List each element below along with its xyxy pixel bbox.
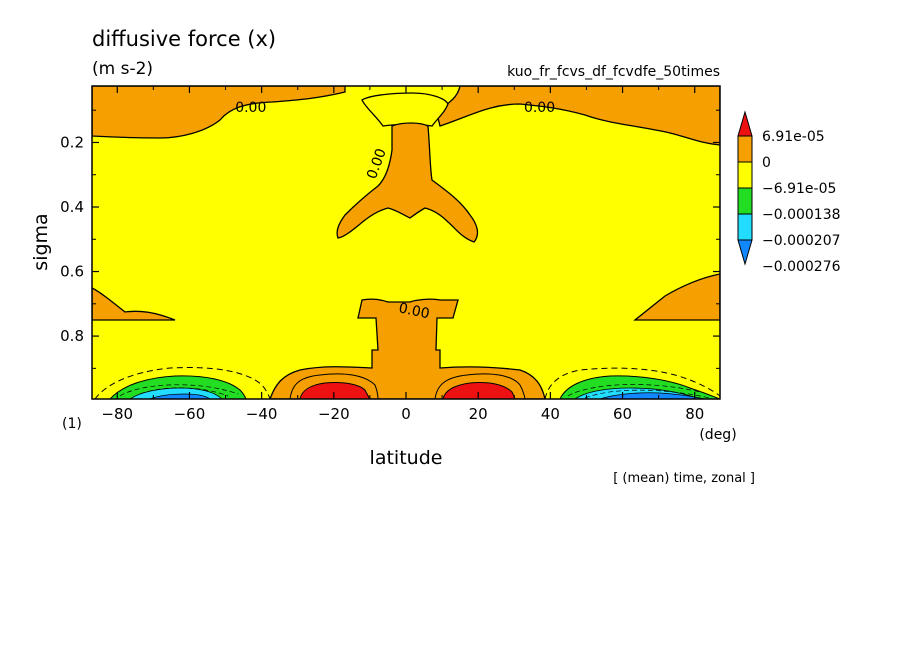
x-tick-label: −40 bbox=[246, 405, 278, 423]
maximum-contour-southern bbox=[289, 373, 379, 399]
southern-dashed-outer bbox=[94, 367, 271, 399]
time-note: [ (mean) time, zonal ] bbox=[613, 471, 755, 486]
x-tick-label: 60 bbox=[613, 405, 632, 423]
colorbar-bin bbox=[737, 110, 753, 137]
y-tick-label: 0.8 bbox=[60, 327, 84, 345]
chart-title: diffusive force (x) bbox=[92, 27, 276, 51]
colorbar-label: −6.91e-05 bbox=[762, 181, 836, 197]
colorbar-bin bbox=[737, 187, 753, 215]
units-label: (m s-2) bbox=[92, 59, 153, 79]
y-axis: 0.2 0.4 0.6 0.8 bbox=[60, 109, 720, 369]
x-tick-label: 40 bbox=[541, 405, 560, 423]
central-upper-positive-region bbox=[336, 122, 479, 243]
northern-dashed-outer bbox=[544, 367, 720, 399]
top-center-yellow-gap bbox=[361, 92, 449, 127]
x-tick-label: −80 bbox=[101, 405, 133, 423]
red-maximum-southern bbox=[299, 382, 371, 399]
contour-label: 0.00 bbox=[397, 300, 431, 322]
colorbar-label: 6.91e-05 bbox=[762, 129, 825, 145]
x-tick-label: −60 bbox=[174, 405, 206, 423]
maximum-contour-northern bbox=[434, 373, 526, 399]
y-tick-label: 0.2 bbox=[60, 133, 84, 151]
colorbar-bin bbox=[737, 213, 753, 241]
northern-hatch-lines bbox=[567, 384, 711, 399]
x-axis-unit: (deg) bbox=[699, 427, 736, 443]
upper-left-positive-region bbox=[92, 86, 346, 139]
y-tick-label: 0.4 bbox=[60, 198, 84, 216]
mid-right-positive-region bbox=[633, 273, 720, 321]
colorbar-label: 0 bbox=[762, 155, 771, 171]
run-name-label: kuo_fr_fcvs_df_fcvdfe_50times bbox=[507, 64, 720, 80]
southern-hatch-lines bbox=[119, 384, 239, 397]
mid-left-positive-region bbox=[92, 287, 176, 321]
y-axis-title: sigma bbox=[30, 213, 52, 270]
colorbar-bin bbox=[737, 161, 753, 189]
colorbar: 6.91e-05 0 −6.91e-05 −0.000138 −0.000207 −0.0… bbox=[737, 110, 841, 275]
colorbar-label: −0.000138 bbox=[762, 207, 841, 223]
x-axis: −80 −60 −40 −20 0 20 40 60 80 bbox=[101, 86, 704, 423]
x-tick-label: 20 bbox=[469, 405, 488, 423]
colorbar-bin bbox=[737, 135, 753, 163]
x-tick-label: 0 bbox=[401, 405, 411, 423]
southern-blue-region bbox=[149, 393, 211, 399]
x-axis-title: latitude bbox=[370, 447, 443, 469]
northern-blue-region bbox=[599, 392, 706, 399]
contour-label: 0.00 bbox=[524, 100, 555, 116]
colorbar-bin bbox=[737, 239, 753, 266]
x-tick-label: −20 bbox=[318, 405, 350, 423]
page-number: (1) bbox=[62, 416, 82, 432]
y-tick-label: 0.6 bbox=[60, 263, 84, 281]
colorbar-label: −0.000276 bbox=[762, 259, 841, 275]
contour-label: 0.00 bbox=[235, 100, 266, 116]
colorbar-label: −0.000207 bbox=[762, 233, 841, 249]
contour-field bbox=[92, 86, 720, 399]
x-tick-label: 80 bbox=[685, 405, 704, 423]
